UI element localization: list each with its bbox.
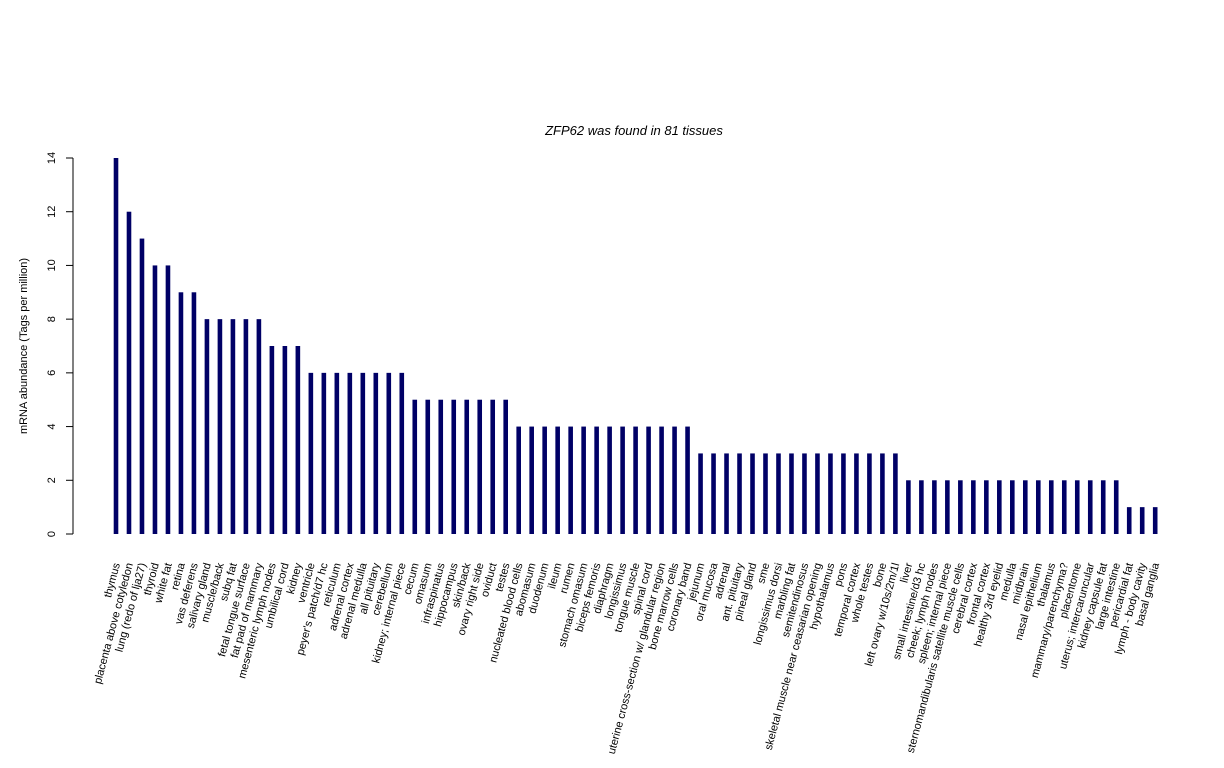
bar [295,346,301,534]
bar [971,480,976,534]
bar [763,453,768,534]
bar [1035,480,1041,534]
bar [321,372,327,534]
bar [750,453,755,534]
bar [1126,507,1132,534]
bar [1100,480,1106,534]
bar [880,453,885,534]
bar [659,426,664,534]
bar [464,399,470,534]
y-tick-label: 14 [46,152,58,164]
bar [698,453,703,534]
bar [581,426,586,534]
bar [776,453,781,534]
y-axis-label: mRNA abundance (Tags per million) [18,258,30,434]
y-tick-label: 8 [46,316,58,322]
bar [269,346,275,534]
bar [997,480,1002,534]
x-tick-label: liver [898,561,915,584]
bar [815,453,820,534]
y-tick-label: 4 [46,424,58,430]
bar [1139,507,1145,534]
bar [620,426,625,534]
bar [256,319,262,534]
bar [711,453,716,534]
bar [568,426,573,534]
bar [854,453,859,534]
bar [399,372,405,534]
y-tick-label: 6 [46,370,58,376]
bar [477,399,483,534]
bar [594,426,599,534]
bar [165,265,171,534]
bar [1061,480,1067,534]
bars [113,158,1158,534]
bar [490,399,496,534]
bar [360,372,366,534]
bar [438,399,444,534]
bar [906,480,911,534]
bar [958,480,963,534]
bar [139,238,145,534]
bar [425,399,431,534]
bar [789,453,794,534]
x-tick-label: sme [755,562,772,585]
bar [633,426,638,534]
bar [1048,480,1054,534]
bar [516,426,521,534]
bar [607,426,612,534]
bar [867,453,872,534]
bar [542,426,547,534]
bar [932,480,937,534]
y-tick-label: 0 [46,531,58,537]
bar [672,426,677,534]
bar [386,372,392,534]
bar [1152,507,1158,534]
bar [555,426,560,534]
bar [893,453,898,534]
bar [243,319,249,534]
bar [529,426,534,534]
bar [646,426,651,534]
bar [1010,480,1015,534]
bar [230,319,236,534]
bar [282,346,288,534]
bar [126,211,132,534]
y-tick-label: 10 [46,259,58,271]
bar [334,372,340,534]
chart-title: ZFP62 was found in 81 tissues [544,123,723,138]
bar [1023,480,1028,534]
bar [945,480,950,534]
bar [685,426,690,534]
bar [724,453,729,534]
y-tick-label: 12 [46,206,58,218]
bar [1113,480,1119,534]
bar [1087,480,1093,534]
bar [503,399,508,534]
bar [737,453,742,534]
bar [984,480,989,534]
bar [178,292,184,534]
bar [451,399,457,534]
bar [204,319,210,534]
bar [308,372,314,534]
bar [217,319,223,534]
bar [802,453,807,534]
bar [919,480,924,534]
bar [373,372,379,534]
bar [347,372,353,534]
y-axis: 0 2 4 6 8 10 12 14 [46,152,74,537]
bar [191,292,197,534]
bar [412,399,418,534]
bar [1074,480,1080,534]
bar [152,265,158,534]
bar [828,453,833,534]
bar [841,453,846,534]
y-tick-label: 2 [46,477,58,483]
bar [113,158,119,534]
